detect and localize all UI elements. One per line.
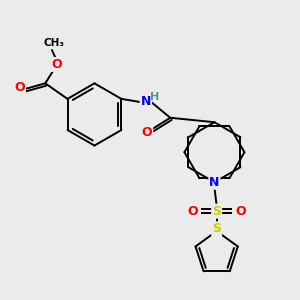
Text: O: O — [51, 58, 62, 71]
Text: CH₃: CH₃ — [44, 38, 65, 48]
Text: O: O — [142, 126, 152, 139]
Text: O: O — [236, 205, 246, 218]
Text: H: H — [150, 92, 159, 102]
Text: S: S — [212, 222, 221, 236]
Text: O: O — [187, 205, 197, 218]
Text: O: O — [14, 81, 25, 94]
Text: N: N — [209, 176, 220, 189]
Text: S: S — [212, 205, 221, 218]
Text: N: N — [141, 94, 151, 108]
